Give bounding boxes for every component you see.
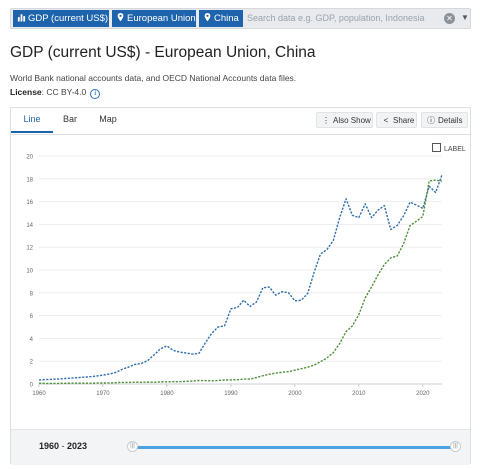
license-line: License: CC BY-4.0 i — [10, 87, 101, 99]
share-icon: < — [383, 116, 389, 125]
x-tick-label: 1970 — [96, 391, 110, 397]
checkbox-icon[interactable] — [432, 143, 441, 152]
view-tabs: Line Bar Map ⋮ Also Show < Share ⓘ Details — [11, 108, 470, 135]
range-label: 1960 - 2023 — [39, 441, 87, 451]
x-tick-label: 1990 — [224, 391, 238, 397]
info-icon[interactable]: i — [90, 89, 101, 99]
range-footer: 1960 - 2023 ||| ||| — [11, 429, 470, 465]
bar-chart-icon — [17, 14, 26, 22]
y-tick-label: 8 — [30, 291, 34, 297]
y-tick-label: 2 — [30, 360, 34, 366]
line-chart: 0 2 4 6 8 10 12 14 16 18 20 1960 1970 1980 1990 2000 201… — [26, 155, 443, 397]
license-value[interactable]: : CC BY-4.0 — [41, 87, 87, 97]
details-label: Details — [438, 116, 463, 125]
y-tick-label: 18 — [26, 177, 33, 183]
chip-country-china-label: China — [214, 13, 239, 24]
x-tick-label: 2020 — [416, 391, 430, 397]
chip-country-eu-label: European Union — [127, 13, 196, 24]
chevron-down-icon[interactable]: ▼ — [461, 13, 469, 22]
license-label: License — [10, 87, 42, 97]
range-separator: - — [59, 441, 68, 451]
chip-country-china[interactable]: China — [199, 10, 243, 27]
tab-line[interactable]: Line — [11, 108, 53, 133]
range-start: 1960 — [39, 441, 60, 451]
share-button[interactable]: < Share — [376, 112, 417, 128]
tab-bar[interactable]: Bar — [62, 114, 77, 124]
slider-handle-start[interactable]: ||| — [127, 441, 138, 452]
clear-icon[interactable]: ✕ — [444, 13, 455, 24]
info-circle-icon: ⓘ — [427, 116, 435, 125]
chip-indicator[interactable]: GDP (current US$) — [13, 10, 109, 27]
series-line-china — [38, 179, 443, 385]
y-tick-label: 0 — [30, 383, 34, 389]
location-pin-icon — [117, 12, 124, 22]
chart-panel: Line Bar Map ⋮ Also Show < Share ⓘ Details … — [10, 107, 471, 465]
range-end: 2023 — [67, 441, 88, 451]
y-tick-label: 10 — [26, 269, 33, 275]
series-line-eu — [38, 174, 443, 381]
search-input[interactable]: Search data e.g. GDP, population, Indone… — [247, 13, 425, 23]
year-slider-track[interactable] — [133, 446, 455, 449]
chip-country-eu[interactable]: European Union — [112, 10, 196, 27]
x-tick-label: 2010 — [352, 391, 366, 397]
y-tick-label: 14 — [26, 223, 33, 229]
also-show-label: Also Show — [333, 116, 371, 125]
x-tick-label: 2000 — [288, 391, 302, 397]
y-tick-label: 20 — [26, 155, 33, 161]
label-toggle[interactable]: LABEL — [432, 143, 466, 153]
slider-handle-end[interactable]: ||| — [450, 441, 461, 452]
also-show-button[interactable]: ⋮ Also Show — [316, 112, 373, 128]
chip-indicator-label: GDP (current US$) — [28, 13, 109, 24]
label-toggle-text: LABEL — [444, 146, 466, 153]
x-tick-label: 1960 — [32, 391, 46, 397]
y-tick-label: 6 — [30, 314, 34, 320]
dots-icon: ⋮ — [322, 116, 330, 125]
source-note: World Bank national accounts data, and O… — [10, 73, 297, 83]
y-tick-label: 16 — [26, 200, 33, 206]
y-tick-label: 4 — [30, 337, 34, 343]
details-button[interactable]: ⓘ Details — [421, 112, 468, 128]
share-label: Share — [393, 116, 415, 125]
page-title: GDP (current US$) - European Union, Chin… — [10, 44, 316, 61]
y-tick-label: 12 — [26, 246, 33, 252]
location-pin-icon — [204, 12, 211, 22]
x-tick-label: 1980 — [160, 391, 174, 397]
tab-map[interactable]: Map — [99, 114, 117, 124]
search-bar[interactable]: GDP (current US$) European Union China S… — [10, 8, 471, 29]
